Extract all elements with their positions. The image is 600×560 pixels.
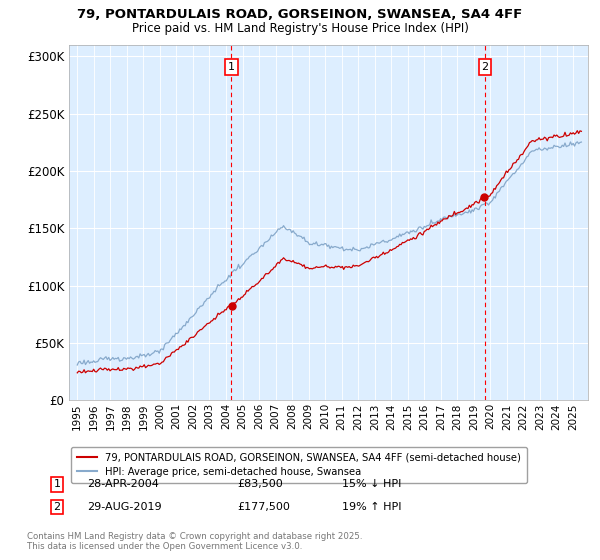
Text: 15% ↓ HPI: 15% ↓ HPI bbox=[342, 479, 401, 489]
Text: 1: 1 bbox=[228, 62, 235, 72]
Text: 1: 1 bbox=[53, 479, 61, 489]
Text: £177,500: £177,500 bbox=[237, 502, 290, 512]
Text: 2: 2 bbox=[53, 502, 61, 512]
Legend: 79, PONTARDULAIS ROAD, GORSEINON, SWANSEA, SA4 4FF (semi-detached house), HPI: A: 79, PONTARDULAIS ROAD, GORSEINON, SWANSE… bbox=[71, 446, 527, 483]
Text: 19% ↑ HPI: 19% ↑ HPI bbox=[342, 502, 401, 512]
Text: 2: 2 bbox=[481, 62, 488, 72]
Text: Price paid vs. HM Land Registry's House Price Index (HPI): Price paid vs. HM Land Registry's House … bbox=[131, 22, 469, 35]
Text: 28-APR-2004: 28-APR-2004 bbox=[87, 479, 159, 489]
Text: 29-AUG-2019: 29-AUG-2019 bbox=[87, 502, 161, 512]
Text: Contains HM Land Registry data © Crown copyright and database right 2025.
This d: Contains HM Land Registry data © Crown c… bbox=[27, 532, 362, 552]
Text: £83,500: £83,500 bbox=[237, 479, 283, 489]
Text: 79, PONTARDULAIS ROAD, GORSEINON, SWANSEA, SA4 4FF: 79, PONTARDULAIS ROAD, GORSEINON, SWANSE… bbox=[77, 8, 523, 21]
